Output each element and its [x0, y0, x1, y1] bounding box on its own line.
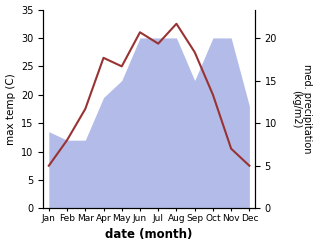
Y-axis label: med. precipitation
(kg/m2): med. precipitation (kg/m2) [291, 64, 313, 154]
Y-axis label: max temp (C): max temp (C) [5, 73, 16, 145]
X-axis label: date (month): date (month) [105, 228, 193, 242]
